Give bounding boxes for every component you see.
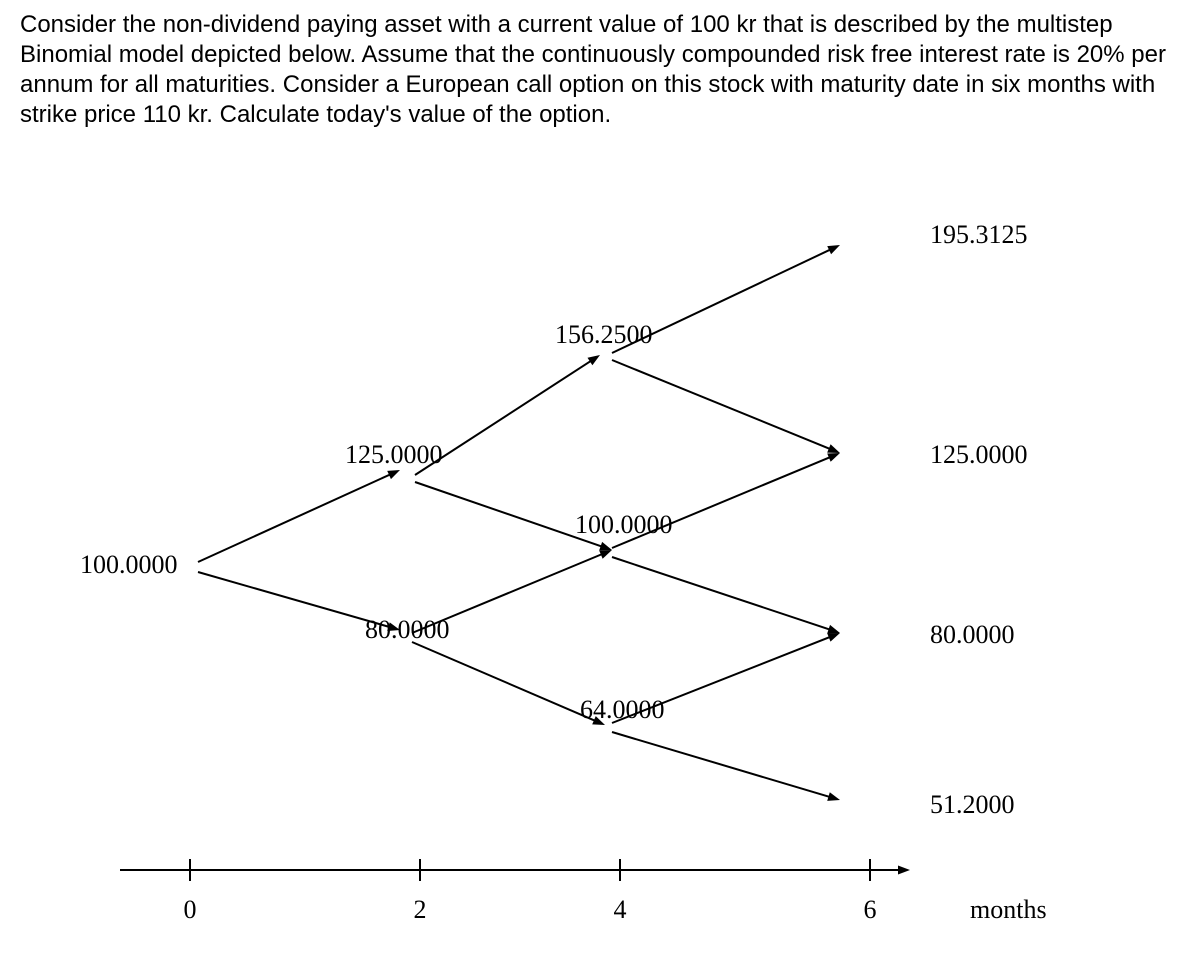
node-t2ud: 100.0000 <box>575 510 673 540</box>
node-t0: 100.0000 <box>80 550 178 580</box>
axis-tick-2: 2 <box>414 895 427 925</box>
binomial-tree: 100.0000 125.0000 80.0000 156.2500 100.0… <box>0 150 1200 950</box>
axis-tick-4: 4 <box>614 895 627 925</box>
node-t3uuu: 195.3125 <box>930 220 1028 250</box>
node-t1d: 80.0000 <box>365 615 450 645</box>
node-t3uud: 125.0000 <box>930 440 1028 470</box>
page: Consider the non-dividend paying asset w… <box>0 0 1200 977</box>
node-t3ddd: 51.2000 <box>930 790 1015 820</box>
node-t2uu: 156.2500 <box>555 320 653 350</box>
problem-statement: Consider the non-dividend paying asset w… <box>20 10 1190 130</box>
node-t3udd: 80.0000 <box>930 620 1015 650</box>
axis-tick-6: 6 <box>864 895 877 925</box>
node-t1u: 125.0000 <box>345 440 443 470</box>
tree-svg <box>0 150 1200 950</box>
axis-unit-label: months <box>970 895 1047 925</box>
axis-tick-0: 0 <box>184 895 197 925</box>
node-t2dd: 64.0000 <box>580 695 665 725</box>
